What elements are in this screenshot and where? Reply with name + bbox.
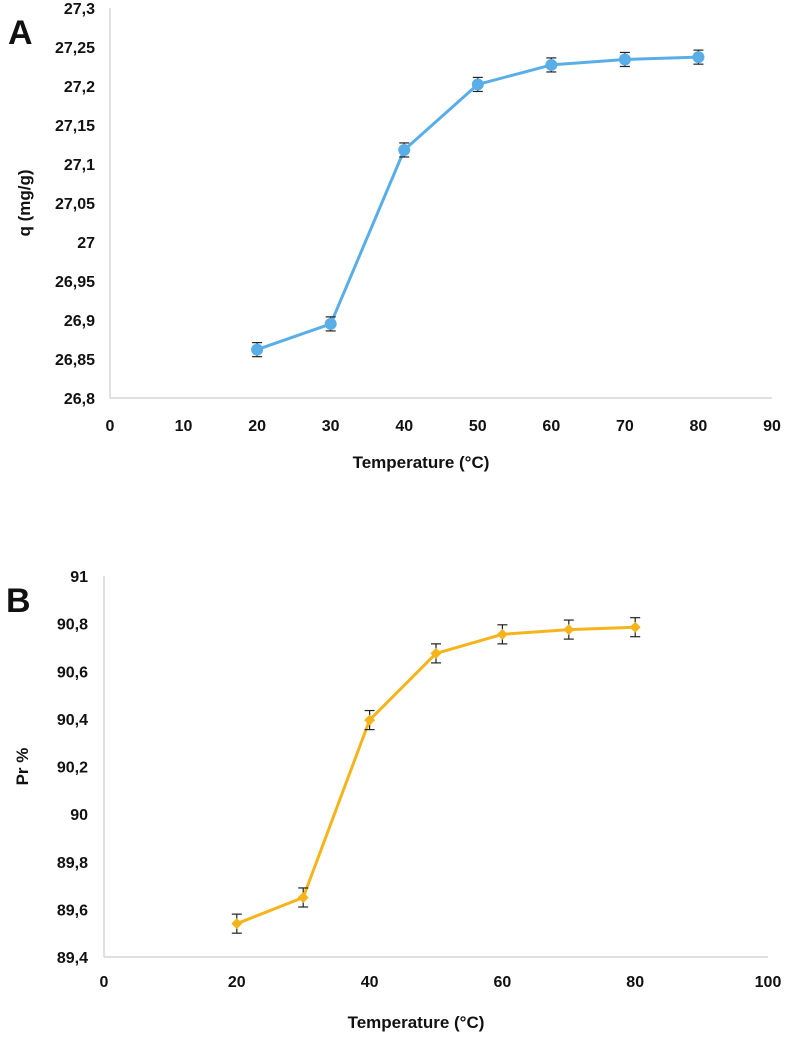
y-tick-label: 90,2 (57, 760, 88, 777)
data-point (618, 53, 631, 66)
data-point (692, 51, 705, 64)
series-line (256, 55, 699, 352)
x-tick-label: 40 (395, 418, 413, 435)
data-point (545, 58, 558, 71)
y-tick-label: 27 (77, 235, 95, 252)
x-axis-title: Temperature (°C) (353, 453, 490, 472)
y-tick-label: 90 (70, 807, 88, 824)
y-tick-label: 27,1 (64, 157, 95, 174)
x-tick-label: 20 (248, 418, 266, 435)
y-tick-label: 27,2 (64, 79, 95, 96)
data-point (563, 624, 575, 636)
x-tick-label: 0 (100, 974, 109, 991)
y-tick-label: 27,05 (55, 196, 95, 213)
chart-a: 26,8 26,85 26,9 26,95 27 27,05 27,1 27,15 27,2 27… (8, 1, 781, 472)
x-tick-label: 60 (542, 418, 560, 435)
x-axis-title: Temperature (°C) (348, 1013, 485, 1032)
data-point (364, 714, 376, 726)
x-tick-label: 90 (763, 418, 781, 435)
y-tick-label: 26,9 (64, 313, 95, 330)
y-tick-label: 27,15 (55, 118, 95, 135)
x-tick-label: 70 (616, 418, 634, 435)
x-tick-label: 80 (626, 974, 644, 991)
y-tick-label: 90,4 (57, 712, 88, 729)
x-tick-label: 40 (361, 974, 379, 991)
y-tick-label: 89,4 (57, 950, 88, 967)
x-tick-label: 80 (690, 418, 708, 435)
data-point (231, 918, 243, 930)
y-axis-title: Pr % (13, 748, 32, 786)
y-tick-label: 26,85 (55, 352, 95, 369)
x-tick-label: 20 (228, 974, 246, 991)
chart-b: 89,4 89,6 89,8 90 90,2 90,4 90,6 90,8 91 0 20 40 60 8… (6, 569, 782, 1032)
y-tick-label: 91 (70, 569, 88, 586)
x-tick-label: 0 (106, 418, 115, 435)
y-tick-label: 90,8 (57, 617, 88, 634)
y-tick-label: 89,6 (57, 902, 88, 919)
x-tick-label: 10 (175, 418, 193, 435)
data-point (398, 143, 411, 156)
y-tick-label: 26,8 (64, 391, 95, 408)
x-tick-label: 50 (469, 418, 487, 435)
y-tick-label: 90,6 (57, 664, 88, 681)
data-point (430, 647, 442, 659)
data-point (471, 78, 484, 91)
data-point (251, 343, 264, 356)
data-point (297, 891, 309, 903)
y-tick-label: 27,25 (55, 40, 95, 57)
series-line (236, 625, 636, 926)
y-tick-label: 26,95 (55, 274, 95, 291)
y-tick-label: 89,8 (57, 855, 88, 872)
x-tick-label: 30 (322, 418, 340, 435)
panel-label: A (8, 14, 33, 52)
x-tick-label: 100 (755, 974, 782, 991)
x-tick-label: 60 (494, 974, 512, 991)
data-point (496, 628, 508, 640)
data-point (629, 621, 641, 633)
y-tick-label: 27,3 (64, 1, 95, 18)
panel-label: B (6, 582, 31, 620)
data-point (324, 317, 337, 330)
y-axis-title: q (mg/g) (15, 169, 34, 236)
